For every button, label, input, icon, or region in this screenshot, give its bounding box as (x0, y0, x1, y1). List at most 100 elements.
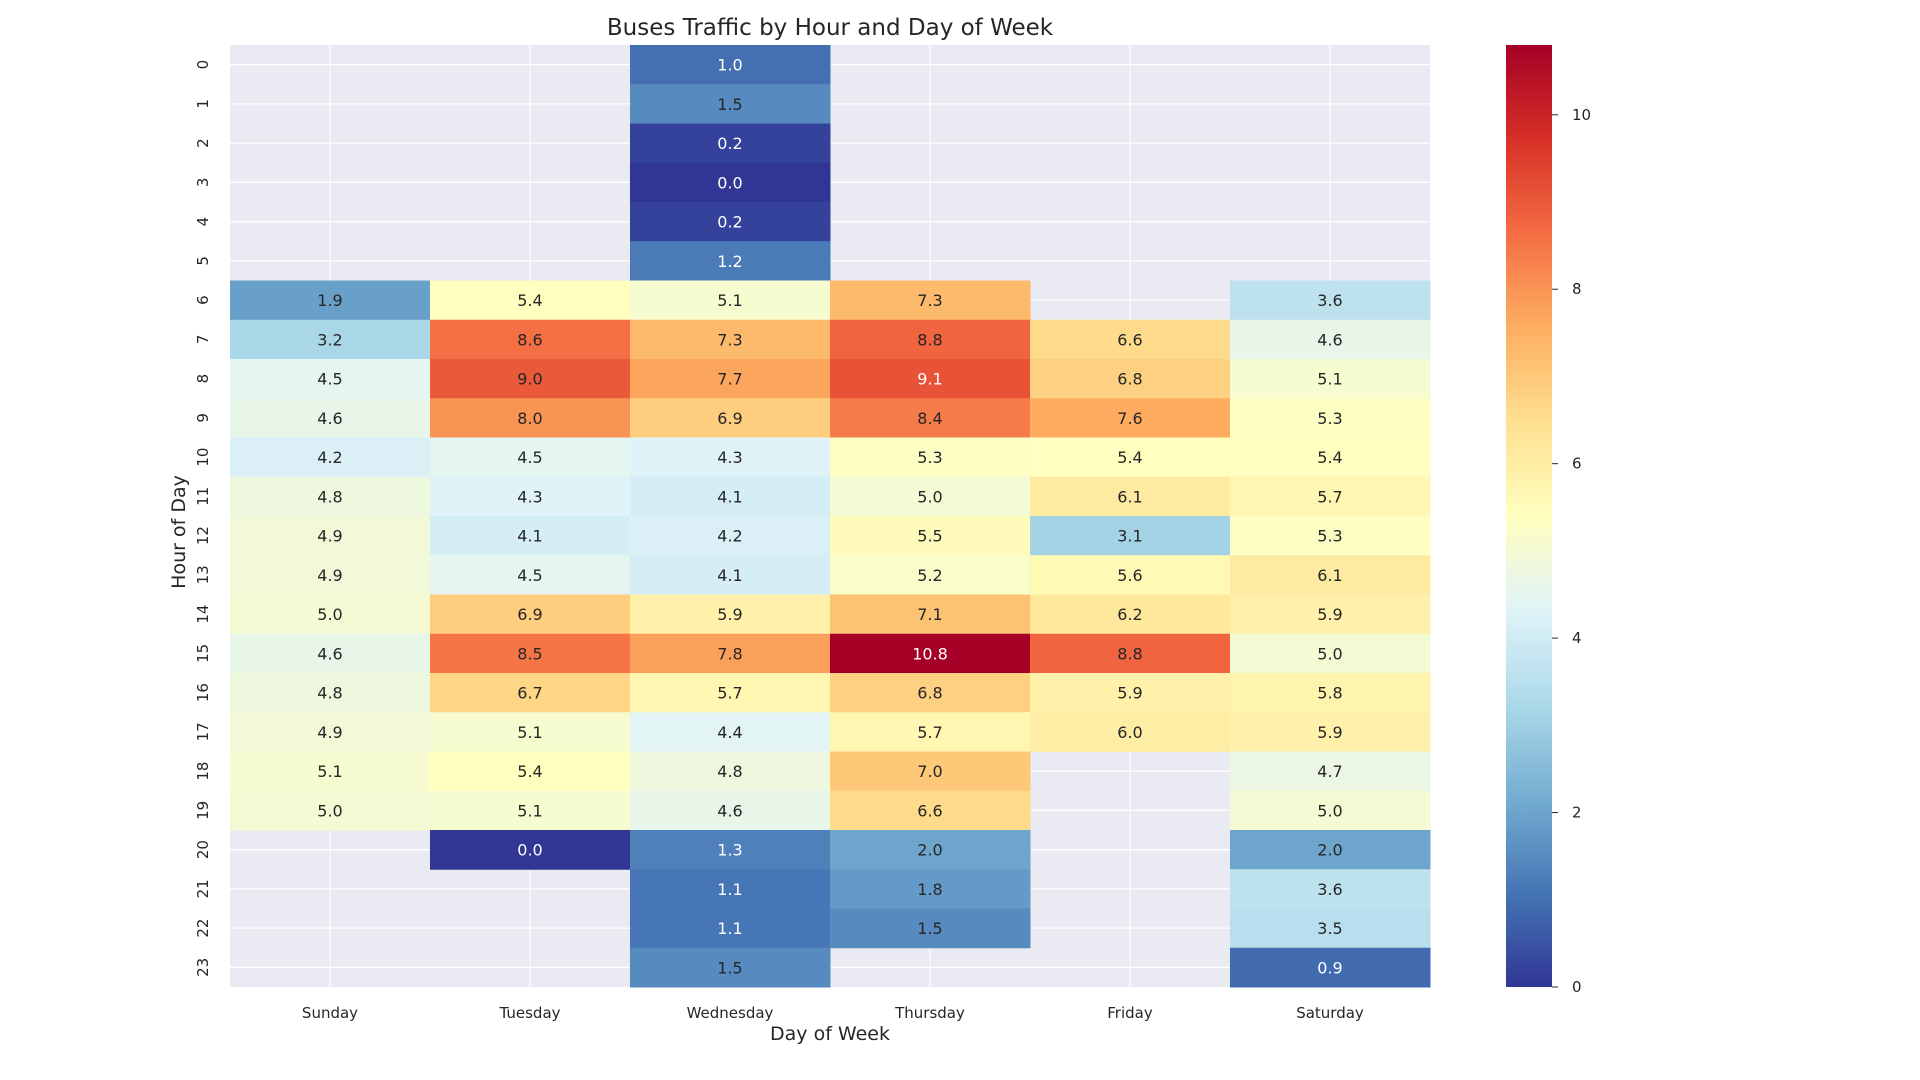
heatmap-cell (830, 869, 1031, 909)
cell-value-label: 5.1 (517, 801, 542, 820)
heatmap-cell (1230, 555, 1431, 595)
heatmap-cell (630, 947, 831, 988)
heatmap-cell (830, 516, 1031, 556)
cell-value-label: 6.1 (1317, 566, 1342, 585)
heatmap-cell (430, 712, 631, 752)
heatmap-cell (630, 830, 831, 870)
cell-value-label: 4.3 (717, 448, 742, 467)
heatmap-cell (630, 633, 831, 674)
cell-value-label: 5.8 (1317, 684, 1342, 703)
heatmap-cell (1030, 712, 1231, 752)
heatmap-cell (630, 241, 831, 281)
colorbar-tick-label: 6 (1572, 455, 1582, 473)
chart-title: Buses Traffic by Hour and Day of Week (607, 15, 1054, 41)
y-tick-label: 0 (194, 60, 212, 70)
cell-value-label: 5.9 (1317, 605, 1342, 624)
heatmap-cell (430, 516, 631, 556)
heatmap-cell (830, 673, 1031, 713)
cell-value-label: 4.2 (317, 448, 342, 467)
cell-value-label: 4.8 (717, 762, 742, 781)
heatmap-cell (630, 790, 831, 831)
heatmap-cell (230, 319, 431, 360)
cell-value-label: 1.8 (917, 880, 942, 899)
cell-value-label: 1.1 (717, 919, 742, 938)
cell-value-label: 0.0 (517, 841, 542, 860)
cell-value-label: 5.4 (1117, 448, 1142, 467)
heatmap-cell (430, 398, 631, 438)
heatmap-cell (1230, 633, 1431, 674)
y-tick-label: 3 (194, 178, 212, 188)
cell-value-label: 5.4 (517, 762, 542, 781)
heatmap-cell (430, 830, 631, 870)
cell-value-label: 2.0 (1317, 841, 1342, 860)
heatmap-cell (430, 790, 631, 831)
cell-value-label: 7.0 (917, 762, 942, 781)
colorbar-tick-label: 0 (1572, 978, 1582, 996)
heatmap-cell (430, 633, 631, 674)
y-tick-label: 23 (194, 958, 212, 977)
y-tick-label: 22 (194, 919, 212, 938)
y-tick-label: 16 (194, 683, 212, 702)
cell-value-label: 6.6 (917, 801, 942, 820)
cell-value-label: 5.3 (1317, 527, 1342, 546)
cell-value-label: 5.1 (1317, 370, 1342, 389)
heatmap-cell (1230, 280, 1431, 321)
cell-value-label: 7.1 (917, 605, 942, 624)
cell-value-label: 1.5 (717, 95, 742, 114)
cell-value-label: 6.8 (1117, 370, 1142, 389)
heatmap-cell (830, 319, 1031, 360)
cell-value-label: 5.9 (717, 605, 742, 624)
cell-value-label: 0.2 (717, 134, 742, 153)
cell-value-label: 0.0 (717, 173, 742, 192)
cell-value-label: 4.2 (717, 527, 742, 546)
cell-value-label: 5.7 (717, 684, 742, 703)
y-tick-label: 21 (194, 879, 212, 898)
heatmap-cell (1230, 751, 1431, 792)
cell-value-label: 4.9 (317, 566, 342, 585)
cell-value-label: 5.4 (517, 291, 542, 310)
cell-value-label: 1.1 (717, 880, 742, 899)
cell-value-label: 6.2 (1117, 605, 1142, 624)
heatmap-cell (230, 516, 431, 556)
heatmap-cell (1030, 633, 1231, 674)
cell-value-label: 8.8 (917, 330, 942, 349)
cell-value-label: 5.0 (317, 605, 342, 624)
y-tick-label: 20 (194, 840, 212, 859)
cell-value-label: 4.6 (717, 801, 742, 820)
cell-value-label: 5.0 (1317, 644, 1342, 663)
heatmap-cell (630, 319, 831, 360)
heatmap-cell (830, 437, 1031, 478)
heatmap-cell (430, 751, 631, 792)
heatmap-cell (830, 830, 1031, 870)
y-tick-label: 19 (194, 801, 212, 820)
heatmap-cell (1230, 830, 1431, 870)
heatmap-cell (630, 437, 831, 478)
cell-value-label: 8.0 (517, 409, 542, 428)
heatmap-cell (630, 45, 831, 85)
cell-value-label: 0.9 (1317, 958, 1342, 977)
cell-value-label: 5.1 (717, 291, 742, 310)
heatmap-cell (230, 790, 431, 831)
y-tick-label: 12 (194, 526, 212, 545)
cell-value-label: 8.4 (917, 409, 942, 428)
cell-value-label: 5.0 (1317, 801, 1342, 820)
x-tick-label: Thursday (894, 1004, 965, 1022)
heatmap-cell (830, 751, 1031, 792)
heatmap-cell (630, 123, 831, 164)
cell-value-label: 5.6 (1117, 566, 1142, 585)
cell-value-label: 5.0 (317, 801, 342, 820)
heatmap-cell (430, 555, 631, 595)
heatmap-cell (430, 359, 631, 399)
heatmap-cell (1030, 476, 1231, 517)
heatmap-cell (1030, 398, 1231, 438)
cell-value-label: 6.7 (517, 684, 542, 703)
heatmap-cell (630, 751, 831, 792)
heatmap-cell (1030, 555, 1231, 595)
y-tick-label: 5 (194, 256, 212, 266)
heatmap-cells (230, 45, 1431, 988)
cell-value-label: 6.8 (917, 684, 942, 703)
heatmap-cell (1230, 908, 1431, 949)
cell-value-label: 4.6 (317, 644, 342, 663)
heatmap-cell (1230, 398, 1431, 438)
